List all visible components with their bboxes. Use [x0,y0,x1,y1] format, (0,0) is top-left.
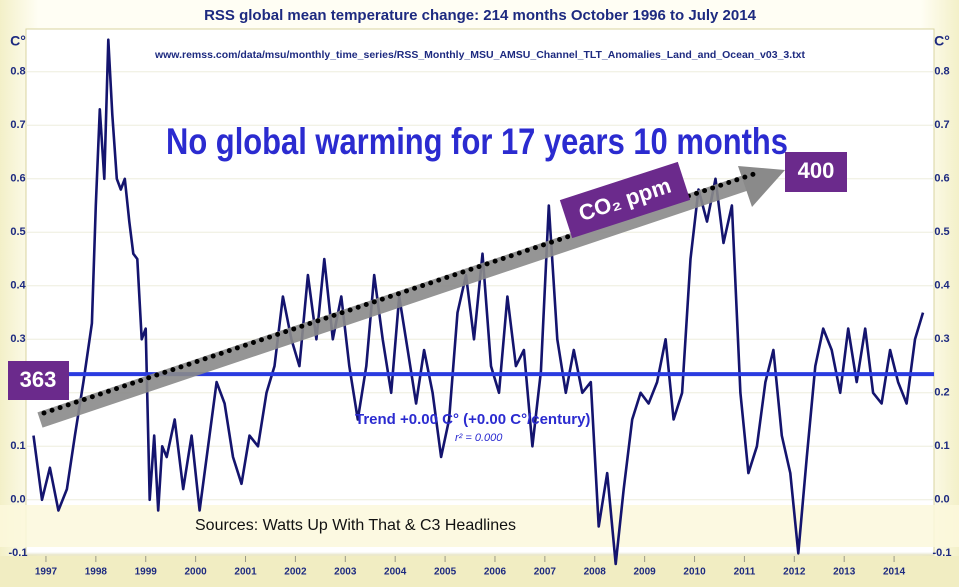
x-tick-label: 2008 [584,567,607,578]
y-tick-label: 0.4 [10,280,26,292]
y-tick-label-right: 0.7 [934,119,949,131]
co2-start-label: 363 [20,367,57,392]
co2-arrow-head [738,166,785,207]
y-axis-label: C° [10,33,26,49]
x-tick-label: 1998 [85,567,108,578]
y-tick-label-right: 0.3 [934,333,949,345]
x-tick-label: 2010 [683,567,706,578]
x-tick-label: 2000 [185,567,208,578]
y-tick-label-right: 0.8 [934,66,949,78]
subtitle: www.remss.com/data/msu/monthly_time_seri… [154,49,806,61]
y-tick-label: -0.1 [9,547,28,559]
x-tick-label: 1997 [35,567,58,578]
trend-label: Trend +0.00 C° (+0.00 C°/century) [355,411,590,428]
chart-title: RSS global mean temperature change: 214 … [204,7,757,24]
co2-end-label: 400 [798,158,835,183]
y-tick-label: 0.0 [10,494,25,506]
y-tick-label: 0.5 [10,226,25,238]
x-tick-label: 2007 [534,567,557,578]
x-tick-label: 2005 [434,567,457,578]
y-tick-label-right: 0.6 [934,173,949,185]
x-tick-label: 2001 [234,567,257,578]
co2-start-box [8,361,69,400]
x-tick-label: 2009 [634,567,657,578]
x-tick-label: 2012 [783,567,806,578]
x-tick-label: 1999 [135,567,158,578]
x-tick-label: 2014 [883,567,906,578]
source: Sources: Watts Up With That & C3 Headlin… [195,517,516,534]
y-tick-label-right: 0.1 [934,440,949,452]
y-tick-label: 0.7 [10,119,25,131]
co2-arrow-shaft [37,170,763,428]
x-tick-label: 2011 [734,567,756,578]
y-tick-label: 0.3 [10,333,25,345]
y-tick-label-right: -0.1 [933,547,952,559]
y-tick-label: 0.1 [10,440,25,452]
y-tick-label-right: 0.5 [934,226,949,238]
x-tick-label: 2004 [384,567,407,578]
co2-tag: CO₂ ppm [559,161,691,239]
x-tick-label: 2003 [334,567,357,578]
y-tick-label-right: 0.2 [934,387,949,399]
x-tick-label: 2002 [284,567,307,578]
trend-r2: r² = 0.000 [455,432,503,444]
data-line [32,38,925,566]
headline: No global warming for 17 years 10 months [166,121,788,162]
x-axis-strip [0,556,959,587]
y-tick-label-right: 0.4 [934,280,950,292]
co2-end-box [785,152,847,192]
co2-tag-box [559,161,691,239]
y-tick-label: 0.6 [10,173,25,185]
x-tick-label: 2006 [484,567,507,578]
y-axis-label-right: C° [934,33,950,49]
y-tick-label: 0.8 [10,66,25,78]
x-tick-label: 2013 [833,567,856,578]
y-tick-label-right: 0.0 [934,494,949,506]
